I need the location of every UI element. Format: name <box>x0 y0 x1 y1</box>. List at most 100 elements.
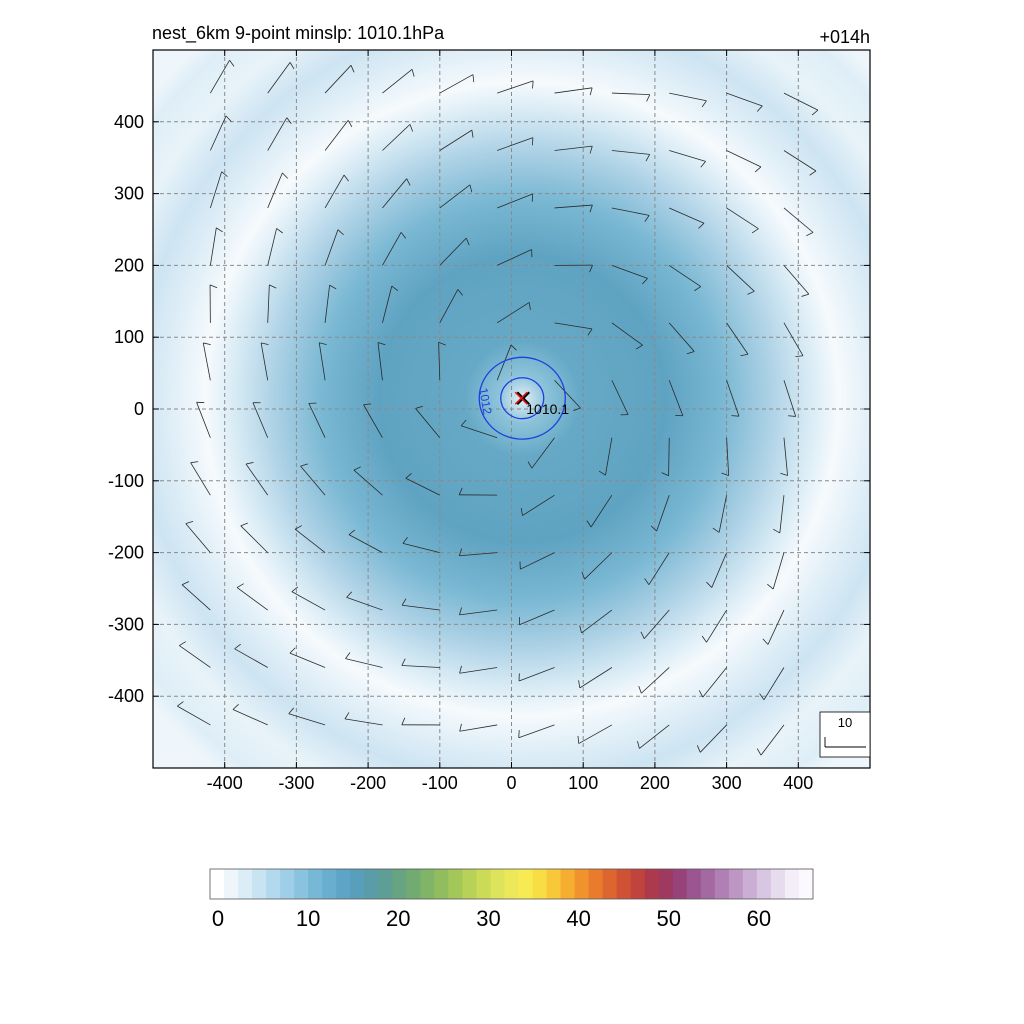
wind-barb-shaft <box>518 667 555 682</box>
wind-barb-shaft <box>531 437 555 469</box>
wind-barb-shaft <box>234 648 268 668</box>
colorbar-swatch <box>308 869 323 899</box>
wind-barb-flag <box>459 665 462 674</box>
wind-barb-flag <box>282 172 288 179</box>
colorbar-swatch <box>574 869 590 899</box>
wind-barb-flag <box>203 342 211 345</box>
colorbar-swatch <box>728 869 744 899</box>
colorbar-swatch <box>756 869 772 899</box>
colorbar-swatch <box>518 869 534 899</box>
wind-barb-flag <box>701 100 707 108</box>
wind-barb-shaft <box>382 69 413 94</box>
wind-barb-shaft <box>522 494 555 516</box>
wind-barb-shaft <box>726 207 759 230</box>
center-x-mark <box>514 391 528 405</box>
wind-barb-shaft <box>518 724 555 739</box>
colorbar-swatch <box>434 869 449 899</box>
colorbar-swatch <box>448 869 464 899</box>
wind-barb-flag <box>788 415 796 417</box>
wind-barb-flag <box>185 521 194 525</box>
wind-barb-shaft <box>726 265 755 292</box>
colorbar-swatch <box>406 869 421 899</box>
wind-barb-flag <box>589 265 593 273</box>
wind-barb-shaft <box>190 462 211 496</box>
colorbar-swatch <box>602 869 618 899</box>
wind-barb-flag <box>581 571 586 580</box>
wind-barb-shaft <box>382 124 411 151</box>
wind-barb-flag <box>261 342 269 345</box>
wind-barb-flag <box>589 87 593 96</box>
wind-barb-flag <box>780 472 788 476</box>
wind-barb-shaft <box>656 495 670 532</box>
wind-barb-shaft <box>706 609 727 643</box>
colorbar-tick-label: 40 <box>566 906 590 931</box>
wind-barb-shaft <box>669 207 705 224</box>
colorbar-swatch <box>336 869 351 899</box>
colorbar-swatch <box>588 869 604 899</box>
y-tick-label: -400 <box>108 686 144 706</box>
wind-barb-shaft <box>772 552 785 590</box>
colorbar-swatch <box>490 869 506 899</box>
wind-barb-flag <box>700 161 706 168</box>
colorbar-swatch <box>644 869 660 899</box>
wind-barb-shaft <box>209 115 227 151</box>
wind-barb-flag <box>377 342 386 346</box>
colorbar-swatch <box>742 869 758 899</box>
wind-barb-flag <box>712 527 720 533</box>
wind-barb-shaft <box>267 62 291 94</box>
wind-barb-flag <box>329 284 337 290</box>
wind-barb-shaft <box>783 322 804 356</box>
pressure-contours: 1012 <box>476 356 566 440</box>
wind-barb-flag <box>811 109 819 116</box>
colorbar-tick-label: 30 <box>476 906 500 931</box>
wind-barb-flag <box>795 355 804 358</box>
wind-barb-shaft <box>439 237 467 266</box>
x-tick-label: 100 <box>568 773 598 793</box>
colorbar-swatch <box>532 869 548 899</box>
wind-barb-flag <box>644 215 650 222</box>
wind-barb-shaft <box>554 322 593 330</box>
wind-barb-flag <box>350 65 355 73</box>
wind-barb-shaft <box>783 380 797 417</box>
wind-barb-shaft <box>401 665 440 668</box>
wind-barb-shaft <box>605 437 613 476</box>
wind-barb-flag <box>646 94 651 102</box>
wind-barb-flag <box>809 170 817 176</box>
wind-barb-shaft <box>267 284 270 323</box>
wind-barb-shaft <box>497 80 534 94</box>
wind-barb-shaft <box>783 92 819 111</box>
wind-barb-flag <box>661 472 669 477</box>
wind-barb-shaft <box>240 525 269 553</box>
x-tick-label: 0 <box>506 773 516 793</box>
wind-barb-flag <box>772 528 781 534</box>
colorbar-swatch <box>462 869 478 899</box>
wind-barb-flag <box>289 62 295 70</box>
wind-barb-shaft <box>308 403 326 438</box>
wind-barb-flag <box>344 712 350 720</box>
wind-barb-shaft <box>459 552 498 557</box>
wind-barb-shaft <box>324 65 352 94</box>
wind-barb-flag <box>391 285 399 291</box>
wind-barb-shaft <box>318 342 326 381</box>
wind-barb-shaft <box>702 667 727 698</box>
colorbar-swatch <box>770 869 786 899</box>
wind-barb-flag <box>269 284 277 289</box>
colorbar-tick-label: 50 <box>657 906 681 931</box>
wind-barb-flag <box>337 229 344 236</box>
colorbar-tick-labels: 0 10 20 30 40 50 60 <box>212 906 771 931</box>
wind-barb-flag <box>400 232 407 239</box>
wind-barb-shaft <box>611 92 650 96</box>
wind-barb-flag <box>245 462 254 465</box>
colorbar-swatch <box>210 869 225 899</box>
y-tick-label: -300 <box>108 614 144 634</box>
wind-barb-flag <box>229 60 235 67</box>
wind-barb-shaft <box>643 609 670 639</box>
wind-barbs <box>177 60 819 756</box>
wind-barb-flag <box>754 166 762 173</box>
wind-barb-shaft <box>252 402 269 438</box>
wind-barb-flag <box>598 470 606 476</box>
wind-barb-shaft <box>245 463 269 496</box>
wind-barb-flag <box>640 631 645 639</box>
colorbar-swatch <box>224 869 239 899</box>
y-tick-label: -200 <box>108 543 144 563</box>
